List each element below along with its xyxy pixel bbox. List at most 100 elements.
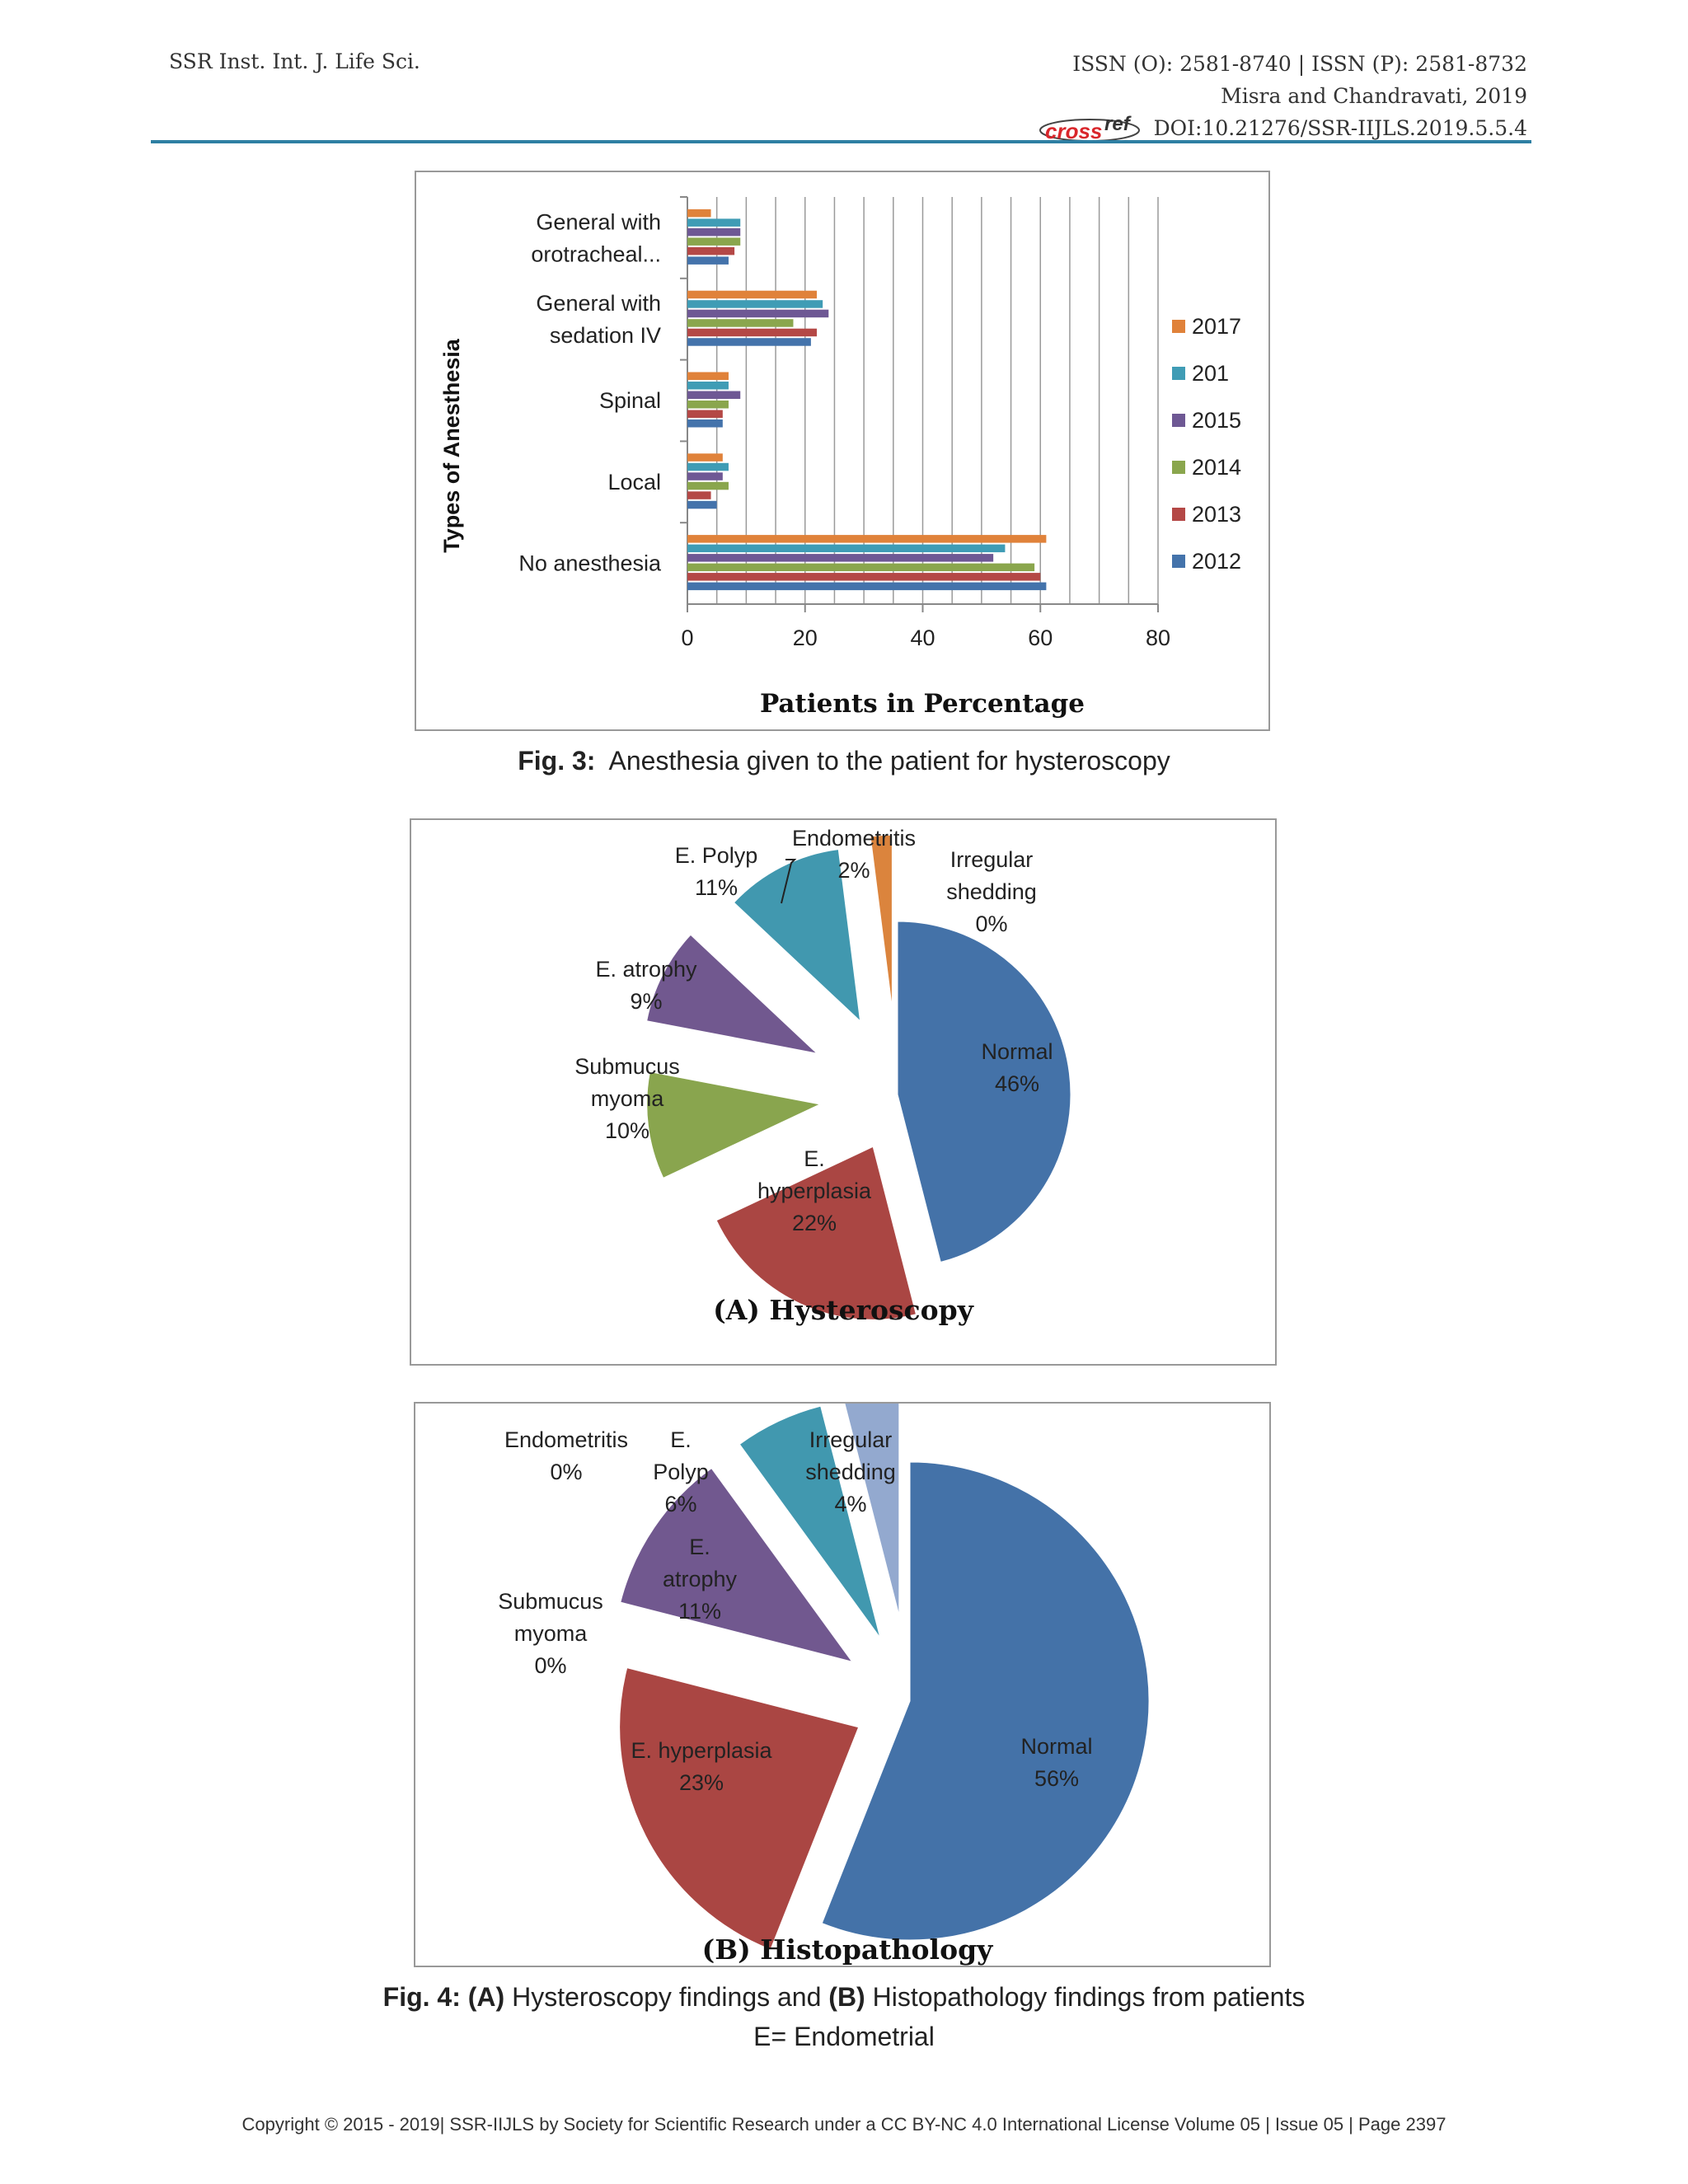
pie-label-line: E. hyperplasia [631, 1738, 772, 1763]
bar-2017 [687, 209, 711, 218]
y-axis-title: Types of Anesthesia [439, 338, 464, 553]
fig4-caption-text-b: Histopathology findings from patients [872, 1982, 1306, 2012]
category-label-line: orotracheal... [531, 241, 661, 266]
bar-2015 [687, 227, 741, 237]
pie-slice [733, 848, 861, 1023]
doi-text: DOI:10.21276/SSR-IIJLS.2019.5.5.4 [1153, 116, 1527, 140]
svg-text:ref: ref [1104, 114, 1132, 135]
bar-2015 [687, 309, 829, 318]
bar-2015 [687, 472, 723, 480]
journal-name: SSR Inst. Int. J. Life Sci. [169, 49, 420, 73]
fig4-caption-text-a: Hysteroscopy findings and [512, 1982, 822, 2012]
fig4b-box: Normal 56% E. hyperplasia 23% Submucus myoma 0… [414, 1402, 1271, 1967]
bar-2017 [687, 290, 818, 299]
pie-label-line: Endometritis [504, 1427, 628, 1452]
fig3-caption: Fig. 3: Anesthesia given to the patient … [0, 746, 1688, 776]
pie-label-line: 22% [792, 1211, 837, 1235]
pie-label: Normal 46% [981, 1039, 1053, 1096]
pie-label-line: 11% [695, 875, 738, 900]
x-axis-title: Patients in Percentage [760, 689, 1085, 719]
label-leader [781, 859, 797, 904]
pie-label-line: Irregular [950, 847, 1034, 872]
pie-label: E. Polyp 6% [653, 1427, 709, 1516]
pie-label: Submucus myoma 0% [498, 1589, 603, 1678]
pie-slice [715, 1146, 917, 1320]
fig3-caption-label: Fig. 3: [518, 746, 596, 776]
bar-2017 [687, 453, 723, 462]
legend-label: 2013 [1192, 502, 1241, 527]
pie-label-line: Normal [1020, 1734, 1092, 1759]
x-tick-label: 20 [793, 626, 818, 650]
category-label-line: No anesthesia [518, 551, 662, 576]
bar-2014 [687, 481, 729, 490]
bar-2014 [687, 401, 729, 409]
category-label-line: General with [536, 291, 661, 316]
issn-line: ISSN (O): 2581-8740 | ISSN (P): 2581-873… [1072, 52, 1527, 76]
pie-slice [870, 834, 893, 1009]
pie-label: Irregular shedding 0% [946, 847, 1037, 936]
authors-line: Misra and Chandravati, 2019 [1221, 84, 1527, 108]
fig4-caption-label-a: (A) [467, 1982, 505, 2012]
bar-2013 [687, 328, 818, 337]
pie-label-line: 9% [630, 989, 662, 1014]
category-label: General with sedation IV [536, 291, 661, 348]
bar-2013 [687, 573, 1041, 581]
pie-label-line: 4% [834, 1492, 866, 1516]
bar-2017 [687, 535, 1047, 543]
bar-201 [687, 382, 729, 390]
category-label-line: Local [607, 470, 661, 494]
legend-swatch [1172, 508, 1185, 521]
pie-label-line: 2% [837, 858, 870, 883]
pie-label-line: hyperplasia [757, 1179, 872, 1203]
pie-label-line: atrophy [663, 1567, 738, 1591]
category-label-line: General with [536, 209, 661, 234]
legend-swatch [1172, 555, 1185, 568]
bar-2015 [687, 391, 741, 399]
pie-label-line: myoma [514, 1621, 588, 1646]
legend-label: 2015 [1192, 408, 1241, 433]
crossref-logo: cross ref [1039, 114, 1140, 143]
bar-201 [687, 462, 729, 471]
pie-label-line: myoma [591, 1086, 664, 1111]
category-label: No anesthesia [518, 551, 662, 576]
legend-label: 2017 [1192, 314, 1241, 339]
pie-label-line: 46% [995, 1071, 1039, 1096]
bar-2013 [687, 246, 735, 255]
pie-label-line: Submucus [498, 1589, 603, 1614]
category-label-line: Spinal [599, 388, 661, 413]
bar-201 [687, 544, 1006, 553]
pie-label-line: E. [689, 1535, 710, 1559]
pie-label-line: 23% [679, 1770, 724, 1795]
pie-label-line: shedding [946, 879, 1037, 904]
pie-label-line: 0% [534, 1653, 566, 1678]
page-footer: Copyright © 2015 - 2019| SSR-IIJLS by So… [241, 2114, 1447, 2135]
pie-label-line: 6% [664, 1492, 696, 1516]
pie-label: E. Polyp 11% [675, 843, 758, 900]
fig4-caption-label-b: (B) [828, 1982, 865, 2012]
fig4-caption-label: Fig. 4: [382, 1982, 461, 2012]
bar-201 [687, 300, 823, 308]
pie-label-line: 0% [975, 912, 1007, 936]
pie-label: E. hyperplasia 23% [631, 1738, 772, 1795]
hysteroscopy-pie-chart: Normal 46% E. hyperplasia 22% Submucus myoma 10… [574, 826, 1071, 1326]
bar-2014 [687, 319, 794, 327]
category-label-line: sedation IV [550, 323, 661, 348]
pie-slice [646, 1071, 822, 1179]
pie-label-line: Submucus [574, 1054, 680, 1079]
pie-slice [897, 921, 1071, 1263]
pie-label-line: 11% [678, 1599, 721, 1624]
x-tick-label: 0 [681, 626, 693, 650]
bar-2013 [687, 491, 711, 499]
fig4-caption-line2: E= Endometrial [753, 2022, 935, 2051]
pie-label-line: E. Polyp [675, 843, 758, 868]
pie-label-line: E. [804, 1146, 825, 1171]
pie-label: Irregular shedding 4% [805, 1427, 896, 1516]
header-rule [151, 140, 1531, 143]
bar-2015 [687, 554, 994, 562]
legend-label: 201 [1192, 361, 1229, 386]
pie-label-line: 56% [1034, 1766, 1079, 1791]
pie-label-line: 10% [605, 1118, 649, 1143]
legend-swatch [1172, 320, 1185, 333]
x-tick-label: 60 [1028, 626, 1053, 650]
